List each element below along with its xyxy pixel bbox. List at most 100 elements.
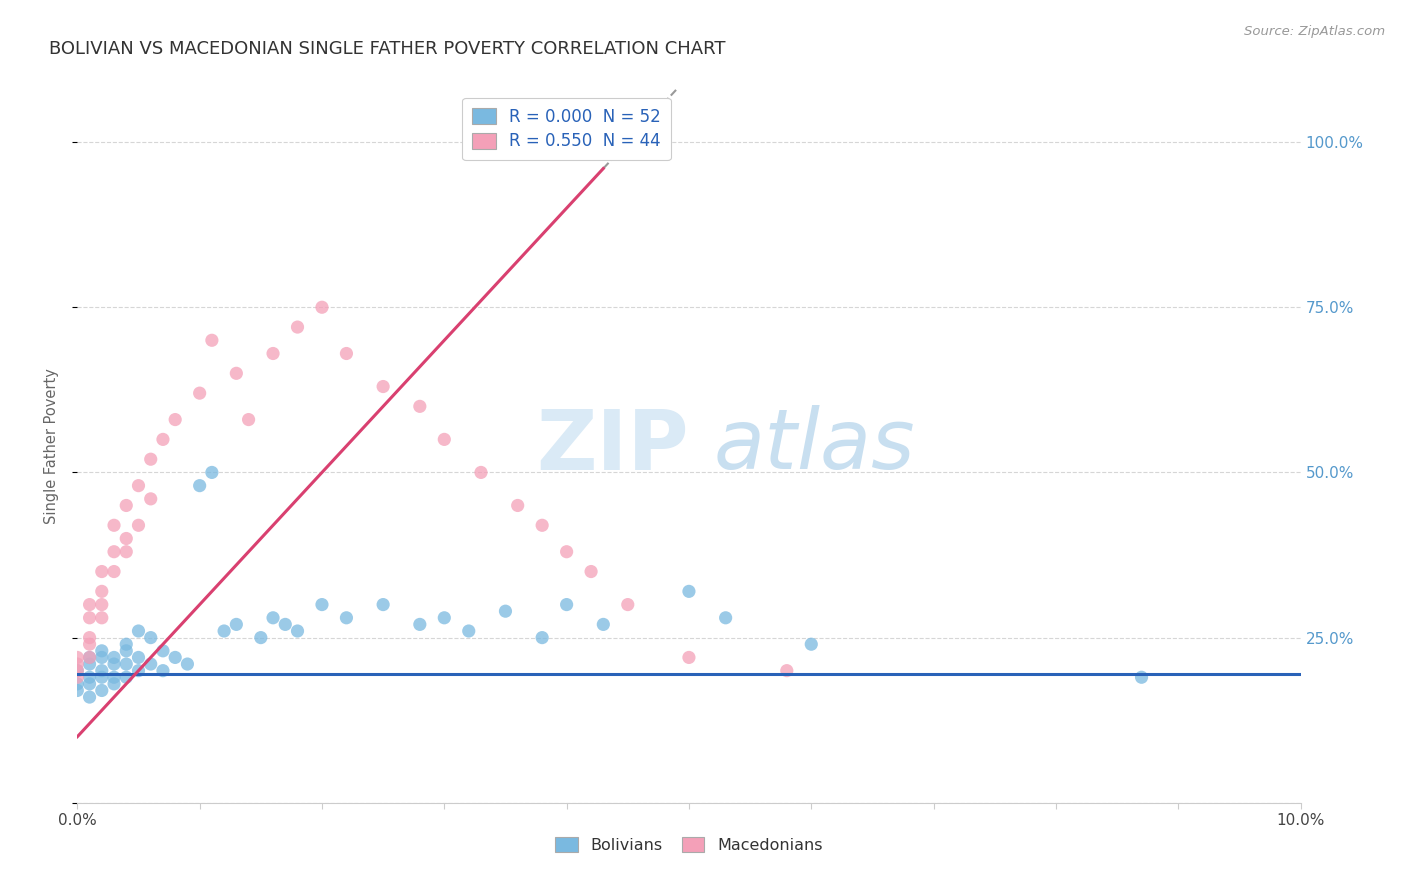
Point bbox=[90, 664, 112, 678]
Point bbox=[139, 452, 162, 467]
Point bbox=[79, 657, 101, 671]
Point bbox=[79, 631, 101, 645]
Point bbox=[79, 650, 101, 665]
Point bbox=[103, 518, 125, 533]
Point bbox=[128, 664, 150, 678]
Point bbox=[165, 412, 187, 426]
Text: ZIP: ZIP bbox=[537, 406, 689, 486]
Point bbox=[262, 346, 284, 360]
Legend: Bolivians, Macedonians: Bolivians, Macedonians bbox=[548, 830, 830, 859]
Point bbox=[470, 466, 492, 480]
Point bbox=[103, 650, 125, 665]
Point bbox=[555, 545, 578, 559]
Point bbox=[335, 346, 357, 360]
Y-axis label: Single Father Poverty: Single Father Poverty bbox=[44, 368, 59, 524]
Point bbox=[152, 644, 174, 658]
Point bbox=[90, 598, 112, 612]
Point bbox=[115, 637, 138, 651]
Text: Source: ZipAtlas.com: Source: ZipAtlas.com bbox=[1244, 25, 1385, 38]
Point bbox=[115, 670, 138, 684]
Point bbox=[531, 518, 554, 533]
Point bbox=[274, 617, 297, 632]
Point bbox=[90, 650, 112, 665]
Point bbox=[800, 637, 823, 651]
Point bbox=[115, 545, 138, 559]
Point bbox=[176, 657, 198, 671]
Point bbox=[371, 598, 394, 612]
Point bbox=[79, 611, 101, 625]
Point bbox=[201, 466, 224, 480]
Point bbox=[90, 683, 112, 698]
Point bbox=[188, 478, 211, 492]
Point bbox=[555, 598, 578, 612]
Point bbox=[139, 491, 162, 506]
Point bbox=[79, 598, 101, 612]
Point bbox=[115, 657, 138, 671]
Point bbox=[103, 545, 125, 559]
Point bbox=[103, 677, 125, 691]
Point bbox=[90, 670, 112, 684]
Point bbox=[115, 499, 138, 513]
Point bbox=[1130, 670, 1153, 684]
Point bbox=[335, 611, 357, 625]
Point bbox=[212, 624, 235, 638]
Point bbox=[262, 611, 284, 625]
Text: BOLIVIAN VS MACEDONIAN SINGLE FATHER POVERTY CORRELATION CHART: BOLIVIAN VS MACEDONIAN SINGLE FATHER POV… bbox=[49, 40, 725, 58]
Point bbox=[225, 367, 247, 381]
Point bbox=[103, 565, 125, 579]
Point bbox=[79, 637, 101, 651]
Point bbox=[90, 584, 112, 599]
Point bbox=[128, 478, 150, 492]
Point bbox=[152, 664, 174, 678]
Point bbox=[66, 664, 89, 678]
Point bbox=[139, 631, 162, 645]
Point bbox=[66, 683, 89, 698]
Text: atlas: atlas bbox=[713, 406, 915, 486]
Point bbox=[66, 650, 89, 665]
Point bbox=[139, 657, 162, 671]
Point bbox=[506, 499, 529, 513]
Point bbox=[433, 611, 456, 625]
Point bbox=[201, 333, 224, 347]
Point bbox=[311, 300, 333, 314]
Point bbox=[250, 631, 273, 645]
Point bbox=[678, 584, 700, 599]
Point bbox=[66, 677, 89, 691]
Point bbox=[433, 433, 456, 447]
Point bbox=[371, 379, 394, 393]
Point bbox=[531, 631, 554, 645]
Point bbox=[579, 565, 602, 579]
Point bbox=[409, 400, 432, 414]
Point bbox=[287, 624, 309, 638]
Point bbox=[103, 657, 125, 671]
Point bbox=[66, 657, 89, 671]
Point bbox=[287, 320, 309, 334]
Point bbox=[776, 664, 799, 678]
Point bbox=[165, 650, 187, 665]
Point bbox=[495, 604, 517, 618]
Point bbox=[128, 650, 150, 665]
Point bbox=[90, 611, 112, 625]
Point bbox=[457, 624, 479, 638]
Point bbox=[238, 412, 260, 426]
Point bbox=[409, 617, 432, 632]
Point bbox=[66, 664, 89, 678]
Point bbox=[79, 690, 101, 704]
Point bbox=[66, 670, 89, 684]
Point bbox=[188, 386, 211, 401]
Point bbox=[128, 518, 150, 533]
Point bbox=[79, 670, 101, 684]
Point bbox=[79, 650, 101, 665]
Point bbox=[617, 598, 640, 612]
Point bbox=[79, 677, 101, 691]
Point bbox=[90, 565, 112, 579]
Point bbox=[225, 617, 247, 632]
Point bbox=[152, 433, 174, 447]
Point bbox=[592, 617, 614, 632]
Point bbox=[90, 644, 112, 658]
Point bbox=[103, 670, 125, 684]
Point bbox=[128, 624, 150, 638]
Point bbox=[714, 611, 737, 625]
Point bbox=[115, 532, 138, 546]
Point bbox=[311, 598, 333, 612]
